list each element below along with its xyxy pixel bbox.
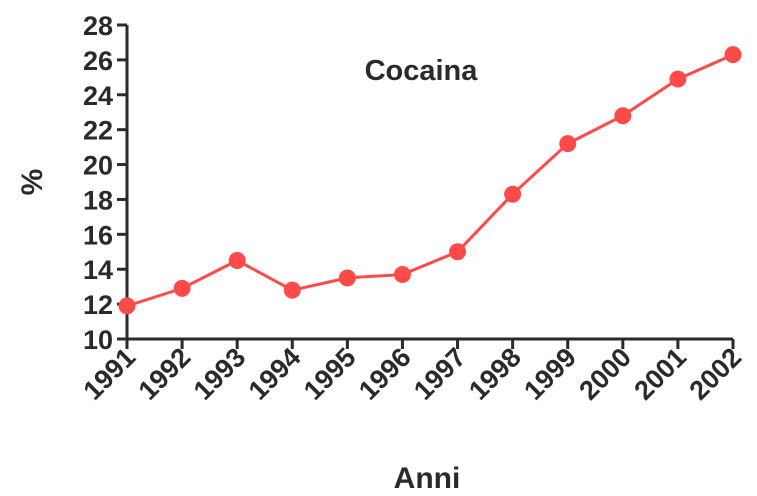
data-point: [393, 265, 411, 283]
y-tick-label: 22: [83, 116, 113, 146]
x-tick-label: 1996: [353, 342, 417, 406]
axes: [125, 25, 733, 341]
x-tick-label: 1994: [243, 342, 307, 406]
x-axis-title: Anni: [394, 462, 461, 495]
y-axis-title: %: [16, 169, 49, 196]
x-tick-label: 2000: [573, 342, 637, 406]
y-tick-label: 16: [83, 220, 113, 250]
y-tick-label: 28: [83, 11, 113, 41]
x-tick-label: 1992: [133, 342, 197, 406]
data-point: [449, 243, 467, 261]
chart-title: Cocaina: [365, 55, 479, 87]
x-tick-label: 1997: [408, 342, 472, 406]
data-point: [118, 297, 136, 315]
data-point: [228, 252, 246, 269]
data-point: [614, 107, 632, 125]
y-tick-label: 10: [83, 325, 113, 355]
data-point: [724, 46, 742, 64]
x-tick-label: 1998: [463, 342, 527, 406]
data-point: [173, 279, 191, 297]
data-point: [283, 281, 301, 299]
series-line: [126, 53, 734, 308]
data-point: [504, 185, 522, 203]
x-tick-label: 2002: [684, 342, 748, 406]
x-axis-ticks: 1991199219931994199519961997199819992000…: [78, 339, 748, 406]
y-tick-label: 12: [83, 290, 113, 320]
data-point: [338, 269, 356, 287]
x-tick-label: 1995: [298, 342, 362, 406]
y-tick-label: 20: [83, 151, 113, 181]
y-tick-label: 24: [83, 81, 113, 111]
x-tick-label: 2001: [628, 342, 692, 406]
y-axis-ticks: 10 12 14 16 18 20 22 24 26 28: [83, 11, 127, 355]
x-tick-label: 1993: [188, 342, 252, 406]
y-tick-label: 26: [83, 46, 113, 76]
data-point: [559, 135, 577, 153]
x-tick-label: 1999: [518, 342, 582, 406]
data-point: [669, 70, 687, 88]
y-tick-label: 14: [83, 255, 113, 285]
y-tick-label: 18: [83, 185, 113, 215]
data-points: [118, 46, 742, 315]
